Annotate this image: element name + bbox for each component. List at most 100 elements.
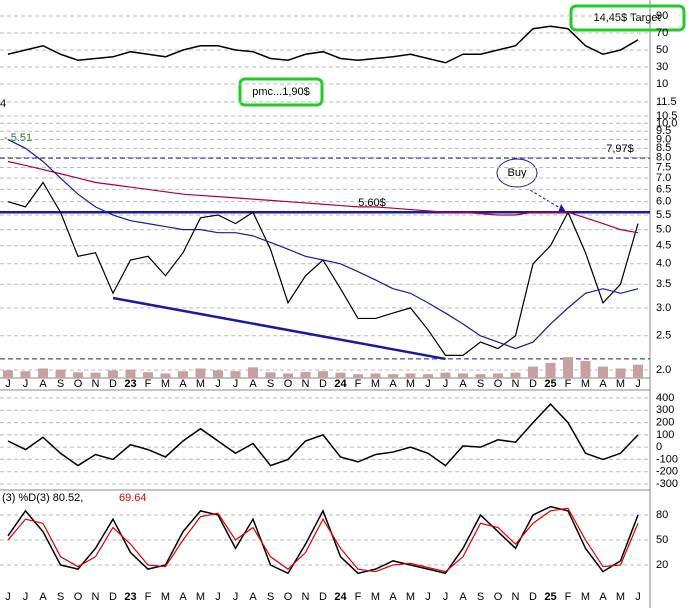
x-tick-label: D [529, 378, 537, 390]
x-tick-label: M [581, 591, 590, 603]
x-tick-label: O [494, 378, 503, 390]
x-tick-label: O [74, 591, 83, 603]
volume-bar [580, 360, 591, 378]
series-line [7, 160, 639, 234]
x-tick-label: A [249, 378, 257, 390]
x-tick-label: A [39, 591, 47, 603]
volume-bar [55, 369, 66, 378]
y-tick-label: 7.5 [656, 161, 671, 173]
volume-bar [615, 368, 626, 378]
volume-bar [598, 366, 608, 378]
volume-bar [38, 368, 48, 378]
x-tick-label: M [406, 378, 415, 390]
x-tick-label: M [581, 378, 590, 390]
x-tick-label: S [267, 378, 274, 390]
volume-bar [510, 372, 521, 378]
x-tick-label: J [635, 378, 641, 390]
series-line [7, 505, 639, 575]
bb-label: - 5.51 [4, 132, 32, 144]
volume-bar [248, 367, 258, 378]
y-tick-label: 7.0 [656, 172, 671, 184]
x-tick-label: O [284, 591, 293, 603]
volume-bar [283, 373, 293, 378]
volume-bar [633, 364, 643, 378]
x-tick-label: A [39, 378, 47, 390]
y-tick-label: 400 [656, 392, 674, 404]
y-tick-label: 80 [656, 509, 668, 521]
series-line [7, 25, 639, 64]
x-tick-label: A [179, 378, 187, 390]
y-tick-label: 10 [656, 78, 668, 90]
y-tick-label: 10.5 [656, 110, 677, 122]
x-tick-label: D [319, 591, 327, 603]
x-tick-label: N [92, 591, 100, 603]
volume-bar [300, 371, 311, 378]
stoch-subtitle: 69.64 [119, 492, 147, 504]
volume-bar [423, 374, 433, 378]
x-tick-label: N [302, 591, 310, 603]
y-tick-label: 30 [656, 61, 668, 73]
x-tick-label: M [406, 591, 415, 603]
x-tick-label: A [599, 378, 607, 390]
volume-bar [195, 368, 206, 378]
x-tick-label: A [459, 591, 467, 603]
volume-bar [388, 374, 398, 378]
y-tick-label: 2.0 [656, 364, 671, 376]
x-tick-label: F [145, 378, 152, 390]
y-tick-label: 5.0 [656, 224, 671, 236]
pmc-label: pmc...1,90$ [252, 86, 309, 98]
y-tick-label: 50 [656, 534, 668, 546]
x-tick-label: J [443, 378, 449, 390]
y-tick-label: 11.5 [656, 96, 677, 108]
y-tick-label: 5.5 [656, 209, 671, 221]
volume-bar [545, 362, 556, 378]
x-tick-label: A [179, 591, 187, 603]
x-tick-label: M [161, 591, 170, 603]
volume-bar [230, 371, 241, 378]
buy-arrowhead [558, 204, 566, 213]
x-tick-label: J [23, 591, 29, 603]
volume-bar [405, 373, 416, 378]
x-tick-label: F [355, 591, 362, 603]
y-tick-label: 3.5 [656, 278, 671, 290]
y-tick-label: 8.0 [656, 152, 671, 164]
y-tick-label: 6.5 [656, 183, 671, 195]
volume-bar [90, 372, 101, 378]
x-tick-label: M [616, 378, 625, 390]
volume-bar [108, 370, 118, 378]
x-tick-label: S [477, 591, 484, 603]
h-line-label: 7,97$ [606, 143, 634, 155]
x-tick-label: J [215, 591, 221, 603]
x-tick-label: J [425, 591, 431, 603]
x-tick-label: J [233, 591, 239, 603]
trend-line [112, 296, 446, 361]
volume-bar [458, 373, 468, 378]
target-box [569, 4, 686, 32]
x-tick-label: M [196, 378, 205, 390]
x-tick-label: O [494, 591, 503, 603]
volume-bar [528, 366, 538, 378]
x-tick-label: N [302, 378, 310, 390]
volume-bar [73, 372, 83, 378]
volume-bar [563, 357, 573, 378]
volume-bar [178, 371, 188, 378]
volume-bar [213, 370, 223, 378]
x-tick-label: M [161, 378, 170, 390]
x-tick-label: J [443, 591, 449, 603]
volume-bar [160, 373, 171, 378]
y-tick-label: 6.0 [656, 196, 671, 208]
x-tick-label: J [215, 378, 221, 390]
x-tick-label: A [389, 591, 397, 603]
x-tick-label: 24 [334, 591, 347, 603]
series-line [7, 403, 639, 467]
x-tick-label: F [145, 591, 152, 603]
x-tick-label: F [355, 378, 362, 390]
x-tick-label: N [512, 378, 520, 390]
y-tick-label: -300 [656, 478, 678, 490]
x-tick-label: S [267, 591, 274, 603]
x-tick-label: 25 [544, 378, 556, 390]
volume-bar [370, 373, 381, 378]
volume-bar [125, 369, 136, 378]
